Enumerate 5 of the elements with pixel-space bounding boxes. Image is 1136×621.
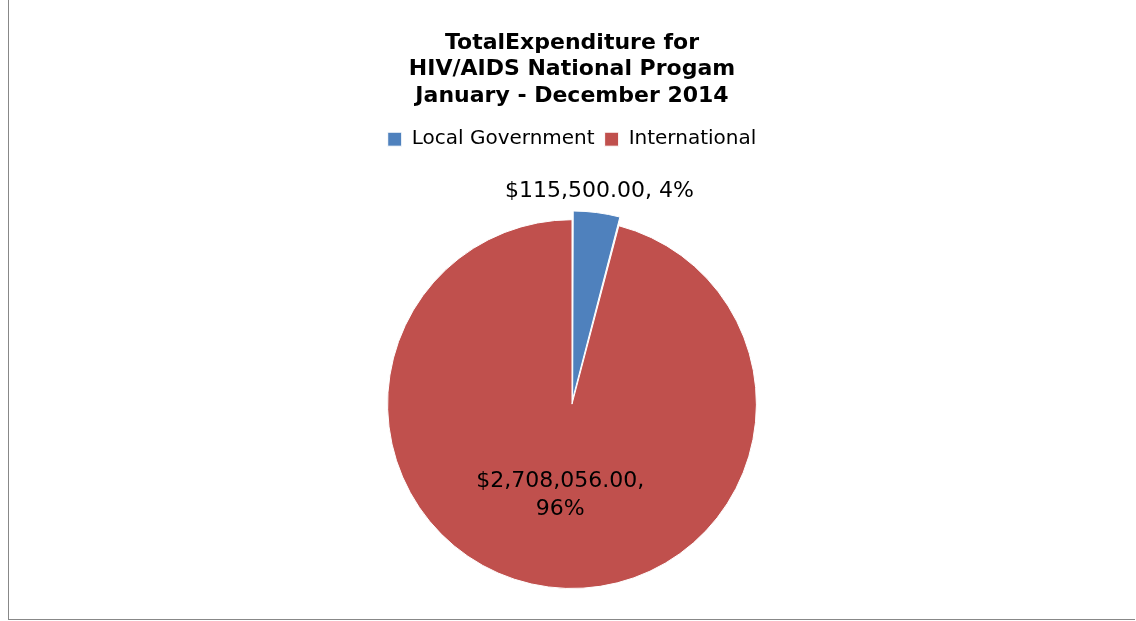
data-label: $2,708,056.00, 96% bbox=[476, 467, 645, 521]
data-label: $115,500.00, 4% bbox=[505, 177, 694, 203]
chart-title: TotalExpenditure for HIV/AIDS National Progam January - December 2014 bbox=[408, 28, 736, 107]
legend-label: Local Government bbox=[411, 125, 595, 150]
legend-label: International bbox=[628, 125, 757, 150]
